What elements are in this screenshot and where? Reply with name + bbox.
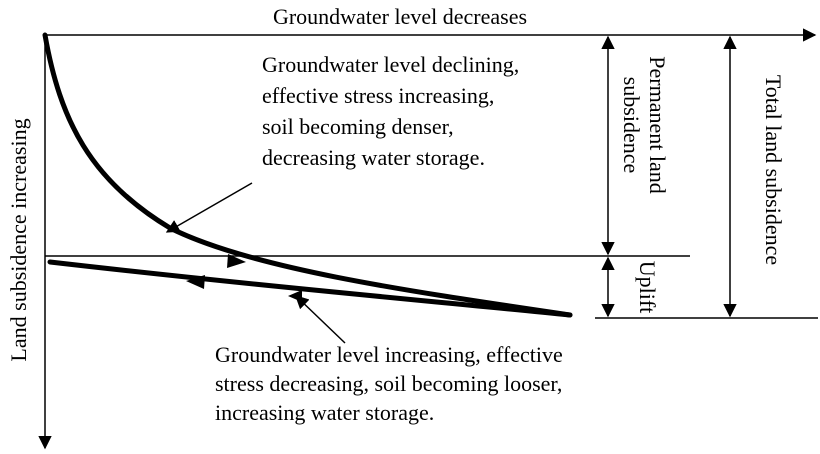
permanent-label: Permanent land: [645, 56, 670, 193]
x-axis-label: Groundwater level decreases: [273, 4, 527, 29]
pointer: [165, 182, 253, 233]
rebound-curve: [47, 259, 573, 318]
annotation-line: effective stress increasing,: [262, 83, 494, 108]
annotation-line: decreasing water storage.: [262, 145, 485, 170]
y-axis-label: Land subsidence increasing: [6, 118, 31, 361]
pointer: [295, 295, 346, 344]
annotation-line: soil becoming denser,: [262, 114, 454, 139]
annotation-line: Groundwater level declining,: [262, 52, 519, 77]
annotation-line: Groundwater level increasing, effective: [215, 342, 563, 367]
curve-arrow: [227, 254, 246, 268]
total-label: Total land subsidence: [761, 75, 786, 265]
annotation-line: increasing water storage.: [215, 400, 434, 425]
curve-arrow: [186, 275, 205, 289]
decline-curve: [42, 32, 573, 318]
uplift-label: Uplift: [635, 261, 660, 314]
permanent-label: subsidence: [619, 77, 644, 174]
annotation-line: stress decreasing, soil becoming looser,: [215, 371, 562, 396]
